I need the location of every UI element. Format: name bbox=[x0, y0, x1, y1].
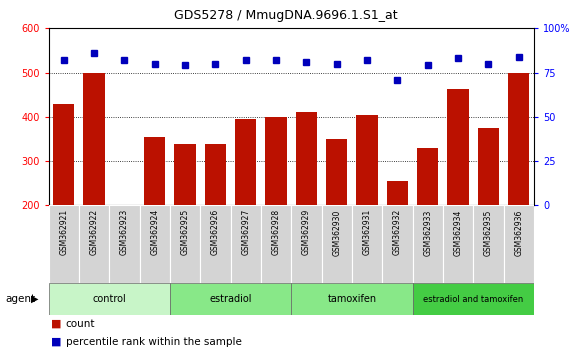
Bar bbox=[412, 205, 443, 283]
Bar bbox=[387, 181, 408, 205]
Text: GSM362925: GSM362925 bbox=[180, 209, 190, 256]
Text: GSM362934: GSM362934 bbox=[453, 209, 463, 256]
Text: GSM362929: GSM362929 bbox=[302, 209, 311, 256]
Bar bbox=[448, 89, 469, 205]
Bar bbox=[200, 205, 231, 283]
Bar bbox=[109, 205, 139, 283]
Bar bbox=[261, 205, 291, 283]
Bar bbox=[49, 205, 79, 283]
Text: GSM362926: GSM362926 bbox=[211, 209, 220, 256]
Text: GSM362931: GSM362931 bbox=[363, 209, 372, 256]
Text: percentile rank within the sample: percentile rank within the sample bbox=[66, 337, 242, 347]
Text: GSM362921: GSM362921 bbox=[59, 209, 68, 255]
Text: GSM362933: GSM362933 bbox=[423, 209, 432, 256]
Text: GSM362932: GSM362932 bbox=[393, 209, 402, 256]
Bar bbox=[170, 205, 200, 283]
Bar bbox=[170, 283, 291, 315]
Text: GSM362923: GSM362923 bbox=[120, 209, 129, 256]
Bar bbox=[352, 205, 382, 283]
Bar bbox=[504, 205, 534, 283]
Text: count: count bbox=[66, 319, 95, 329]
Text: estradiol: estradiol bbox=[210, 294, 252, 304]
Bar bbox=[139, 205, 170, 283]
Text: GSM362922: GSM362922 bbox=[90, 209, 99, 255]
Bar bbox=[235, 119, 256, 205]
Bar bbox=[53, 104, 74, 205]
Text: control: control bbox=[93, 294, 126, 304]
Bar bbox=[326, 139, 347, 205]
Bar bbox=[417, 148, 439, 205]
Text: GSM362930: GSM362930 bbox=[332, 209, 341, 256]
Bar bbox=[174, 144, 196, 205]
Bar bbox=[144, 137, 166, 205]
Bar bbox=[321, 205, 352, 283]
Text: GDS5278 / MmugDNA.9696.1.S1_at: GDS5278 / MmugDNA.9696.1.S1_at bbox=[174, 9, 397, 22]
Bar bbox=[508, 74, 529, 205]
Text: GSM362924: GSM362924 bbox=[150, 209, 159, 256]
Bar bbox=[473, 205, 504, 283]
Text: agent: agent bbox=[6, 294, 36, 304]
Bar bbox=[83, 73, 104, 205]
Text: ▶: ▶ bbox=[31, 294, 39, 304]
Bar bbox=[291, 283, 412, 315]
Bar bbox=[296, 113, 317, 205]
Text: tamoxifen: tamoxifen bbox=[327, 294, 376, 304]
Text: ■: ■ bbox=[51, 319, 62, 329]
Bar bbox=[79, 205, 109, 283]
Bar bbox=[356, 115, 377, 205]
Text: estradiol and tamoxifen: estradiol and tamoxifen bbox=[423, 295, 524, 304]
Bar bbox=[49, 283, 170, 315]
Bar bbox=[231, 205, 261, 283]
Text: GSM362936: GSM362936 bbox=[514, 209, 523, 256]
Bar bbox=[443, 205, 473, 283]
Text: GSM362927: GSM362927 bbox=[241, 209, 250, 256]
Bar bbox=[412, 283, 534, 315]
Bar bbox=[266, 117, 287, 205]
Text: ■: ■ bbox=[51, 337, 62, 347]
Text: GSM362935: GSM362935 bbox=[484, 209, 493, 256]
Bar bbox=[382, 205, 412, 283]
Text: GSM362928: GSM362928 bbox=[272, 209, 280, 255]
Bar bbox=[478, 128, 499, 205]
Bar bbox=[205, 144, 226, 205]
Bar bbox=[291, 205, 321, 283]
